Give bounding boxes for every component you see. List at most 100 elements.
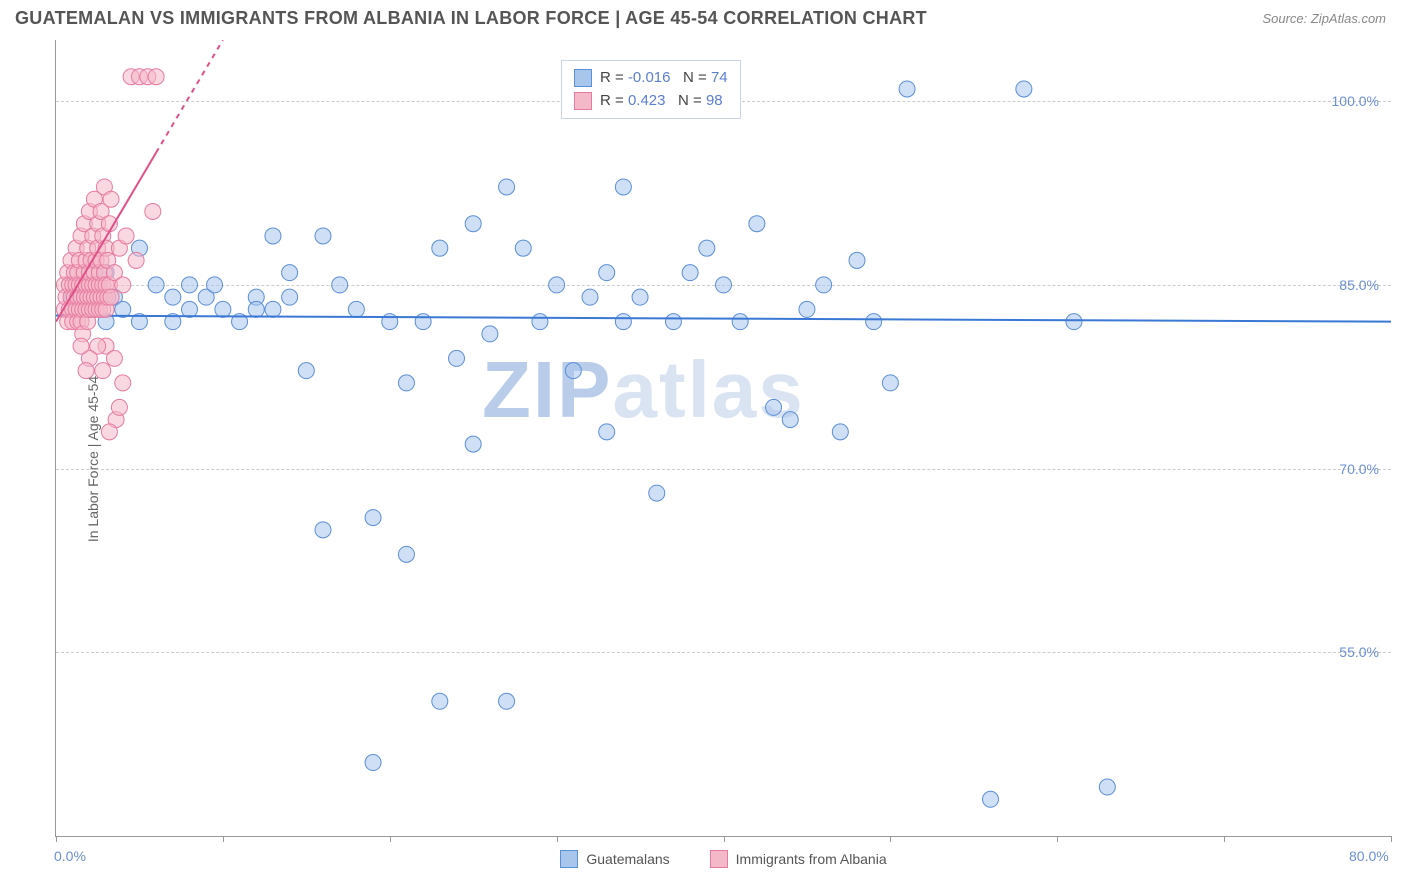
data-point [782,412,798,428]
data-point [182,277,198,293]
data-point [699,240,715,256]
x-tick-mark [56,836,57,842]
chart-title: GUATEMALAN VS IMMIGRANTS FROM ALBANIA IN… [15,8,927,29]
stat-legend-row: R = 0.423 N = 98 [574,90,728,113]
x-tick-mark [223,836,224,842]
data-point [499,179,515,195]
data-point [482,326,498,342]
trend-line-dashed [156,40,223,153]
data-point [165,289,181,305]
data-point [348,301,364,317]
x-tick-mark [890,836,891,842]
data-point [432,693,448,709]
data-point [749,216,765,232]
data-point [515,240,531,256]
data-point [716,277,732,293]
data-point [665,314,681,330]
bottom-legend: Guatemalans Immigrants from Albania [56,850,1391,868]
data-point [1016,81,1032,97]
data-point [248,301,264,317]
data-point [599,424,615,440]
data-point [799,301,815,317]
bottom-legend-item: Guatemalans [560,850,669,868]
data-point [732,314,748,330]
data-point [128,252,144,268]
data-point [449,350,465,366]
data-point [315,522,331,538]
data-point [1066,314,1082,330]
data-point [832,424,848,440]
stat-legend-text: R = 0.423 N = 98 [600,90,723,113]
x-tick-mark [1057,836,1058,842]
x-tick-mark [390,836,391,842]
data-point [315,228,331,244]
data-point [118,228,134,244]
data-point [115,375,131,391]
data-point [632,289,648,305]
data-point [103,191,119,207]
data-point [599,265,615,281]
data-point [499,693,515,709]
stat-legend: R = -0.016 N = 74R = 0.423 N = 98 [561,60,741,119]
data-point [365,755,381,771]
data-point [849,252,865,268]
trend-line [56,316,1391,322]
stat-legend-row: R = -0.016 N = 74 [574,67,728,90]
data-point [365,510,381,526]
data-point [465,216,481,232]
data-point [465,436,481,452]
data-point [532,314,548,330]
data-point [145,203,161,219]
data-point [182,301,198,317]
plot-wrap: In Labor Force | Age 45-54 ZIPatlas 55.0… [15,40,1391,877]
data-point [882,375,898,391]
x-tick-mark [1224,836,1225,842]
data-point [282,289,298,305]
data-point [115,277,131,293]
data-point [816,277,832,293]
data-point [582,289,598,305]
plot-area: ZIPatlas 55.0%70.0%85.0%100.0%0.0%80.0%R… [55,40,1391,837]
data-point [549,277,565,293]
data-point [298,363,314,379]
data-point [111,399,127,415]
data-point [282,265,298,281]
data-point [565,363,581,379]
data-point [649,485,665,501]
legend-swatch [710,850,728,868]
x-tick-mark [1391,836,1392,842]
data-point [432,240,448,256]
data-point [95,363,111,379]
stat-legend-text: R = -0.016 N = 74 [600,67,728,90]
legend-swatch [574,69,592,87]
data-point [106,350,122,366]
data-point [332,277,348,293]
data-point [1099,779,1115,795]
x-tick-mark [724,836,725,842]
legend-swatch [574,92,592,110]
data-point [265,228,281,244]
data-point [766,399,782,415]
data-point [899,81,915,97]
bottom-legend-label: Guatemalans [586,851,669,867]
data-point [103,289,119,305]
scatter-svg [56,40,1391,836]
data-point [398,375,414,391]
data-point [265,301,281,317]
source-label: Source: ZipAtlas.com [1262,11,1386,26]
legend-swatch [560,850,578,868]
data-point [983,791,999,807]
data-point [615,179,631,195]
data-point [615,314,631,330]
data-point [78,363,94,379]
data-point [866,314,882,330]
x-tick-mark [557,836,558,842]
data-point [398,546,414,562]
bottom-legend-label: Immigrants from Albania [736,851,887,867]
data-point [148,277,164,293]
title-bar: GUATEMALAN VS IMMIGRANTS FROM ALBANIA IN… [0,0,1406,37]
bottom-legend-item: Immigrants from Albania [710,850,887,868]
data-point [101,424,117,440]
data-point [682,265,698,281]
data-point [215,301,231,317]
